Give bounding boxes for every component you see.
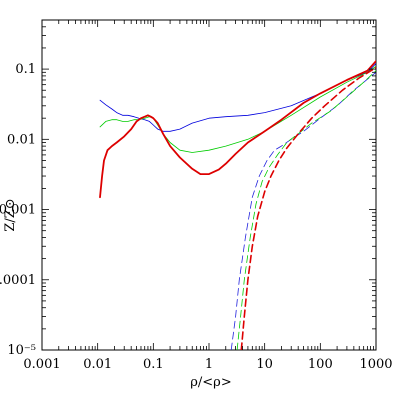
y-tick-label: 0.01 <box>7 132 36 147</box>
y-tick-label: 0.001 <box>0 203 36 218</box>
y-tick-label: 0.1 <box>15 62 36 77</box>
x-tick-label: 10 <box>256 357 273 372</box>
x-tick-label: 1000 <box>359 357 392 372</box>
x-tick-label: 1 <box>205 357 213 372</box>
x-tick-label: 100 <box>308 357 333 372</box>
plot-border <box>41 19 377 351</box>
series-line-3-solid <box>99 60 376 199</box>
axis-ticks <box>41 19 377 351</box>
x-axis-title: ρ/<ρ> <box>190 375 231 390</box>
series-line-1-solid <box>99 63 376 132</box>
x-tick-label: 0.001 <box>23 357 60 372</box>
x-tick-label: 0.01 <box>83 357 112 372</box>
series-line-4-dashed <box>230 71 376 350</box>
series-line-6-dashed <box>240 66 376 350</box>
y-tick-label: 10⁻⁵ <box>7 343 36 358</box>
x-tick-label: 0.1 <box>143 357 164 372</box>
tick-labels: 0.001 0.01 0.1 1 10 100 1000 10⁻⁵ 0.0001 0.001 0.0… <box>0 62 393 372</box>
series-line-5-dashed <box>236 70 376 350</box>
series-layer <box>99 60 376 350</box>
plot-frame <box>41 19 377 351</box>
y-tick-label: 0.0001 <box>0 273 36 288</box>
y-axis-title: Z/Z⊙ <box>3 198 18 231</box>
series-line-2-solid <box>99 65 376 153</box>
